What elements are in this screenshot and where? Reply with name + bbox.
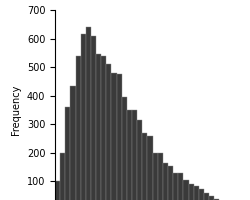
Bar xyxy=(60,153,65,200)
Bar xyxy=(152,153,158,200)
Bar xyxy=(65,107,70,200)
Bar xyxy=(137,120,142,200)
Bar xyxy=(132,110,137,200)
Bar xyxy=(122,97,127,200)
Bar xyxy=(178,173,184,200)
Bar xyxy=(91,36,96,200)
Bar xyxy=(163,163,168,200)
Bar xyxy=(188,184,194,200)
Bar xyxy=(204,193,209,200)
Y-axis label: Frequency: Frequency xyxy=(11,85,21,135)
Bar xyxy=(184,180,188,200)
Bar xyxy=(148,136,152,200)
Bar xyxy=(158,153,163,200)
Bar xyxy=(194,186,199,200)
Bar xyxy=(106,64,112,200)
Bar xyxy=(209,196,214,200)
Bar xyxy=(81,34,86,200)
Bar xyxy=(199,189,204,200)
Bar xyxy=(173,173,178,200)
Bar xyxy=(70,86,76,200)
Bar xyxy=(214,199,219,200)
Bar xyxy=(112,73,116,200)
Bar xyxy=(96,54,101,200)
Bar xyxy=(76,56,81,200)
Bar xyxy=(168,166,173,200)
Bar xyxy=(101,56,106,200)
Bar xyxy=(127,110,132,200)
Bar xyxy=(86,27,91,200)
Bar xyxy=(142,133,148,200)
Bar xyxy=(116,74,122,200)
Bar xyxy=(55,181,60,200)
